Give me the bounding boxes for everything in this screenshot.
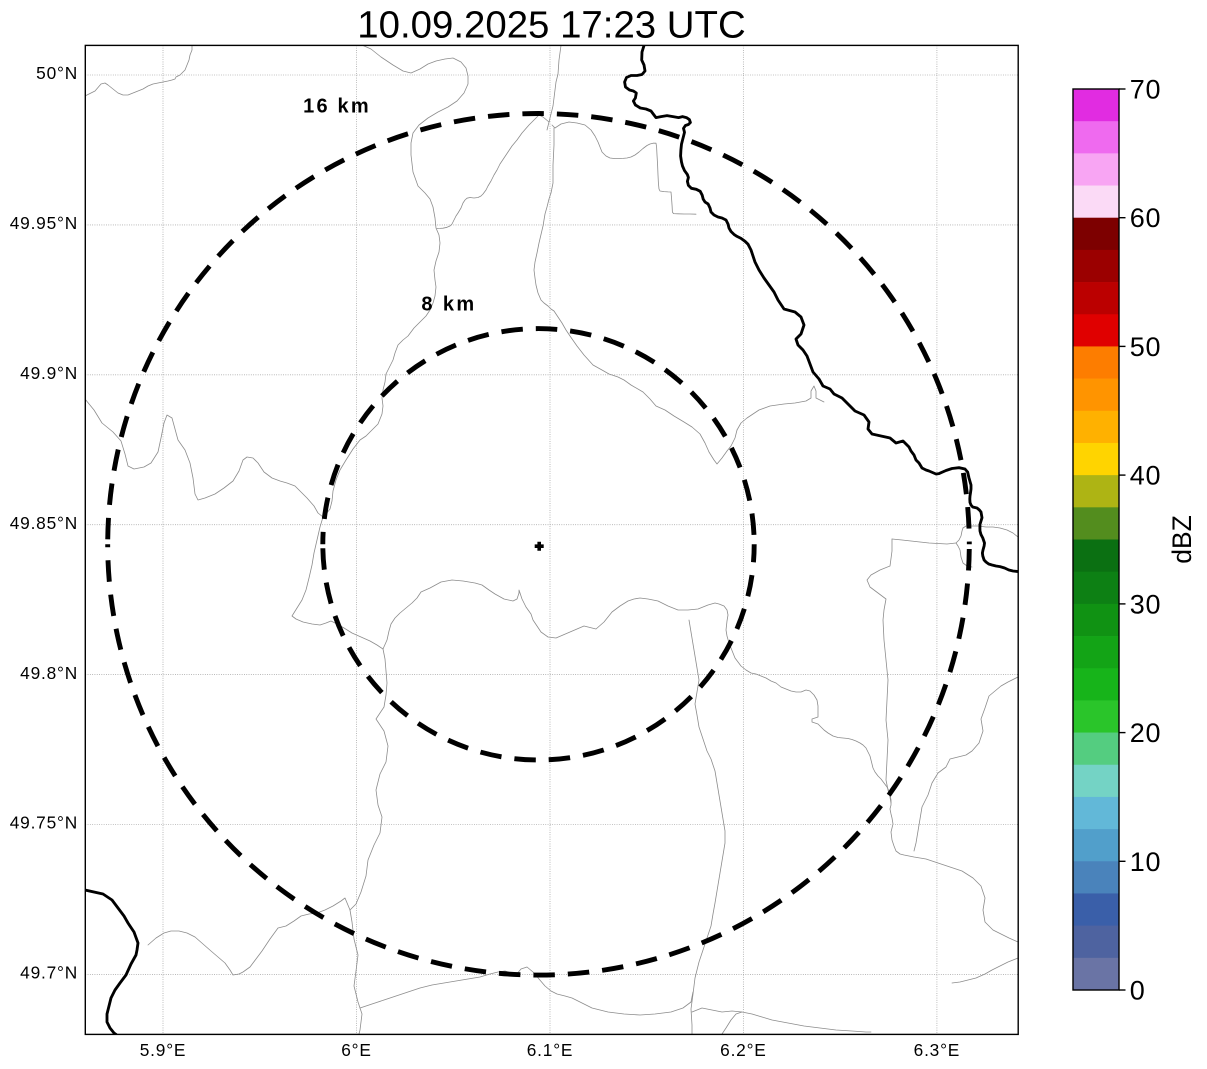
svg-text:5.9°E: 5.9°E <box>140 1040 186 1060</box>
svg-text:8 km: 8 km <box>421 294 476 316</box>
svg-text:49.75°N: 49.75°N <box>10 813 78 833</box>
svg-text:20: 20 <box>1130 718 1161 748</box>
svg-text:60: 60 <box>1130 203 1161 233</box>
svg-text:49.8°N: 49.8°N <box>20 663 78 683</box>
svg-text:40: 40 <box>1130 461 1161 491</box>
svg-text:49.95°N: 49.95°N <box>10 213 78 233</box>
svg-text:49.7°N: 49.7°N <box>20 963 78 983</box>
svg-text:10.09.2025 17:23 UTC: 10.09.2025 17:23 UTC <box>357 4 745 47</box>
svg-text:6.2°E: 6.2°E <box>720 1040 766 1060</box>
svg-text:30: 30 <box>1130 589 1161 619</box>
svg-text:50°N: 50°N <box>36 63 78 83</box>
svg-text:49.85°N: 49.85°N <box>10 513 78 533</box>
svg-text:0: 0 <box>1130 976 1146 1006</box>
svg-text:16 km: 16 km <box>303 96 371 118</box>
svg-text:49.9°N: 49.9°N <box>20 363 78 383</box>
svg-text:6.1°E: 6.1°E <box>527 1040 573 1060</box>
svg-text:10: 10 <box>1130 847 1161 877</box>
svg-text:6.3°E: 6.3°E <box>914 1040 960 1060</box>
svg-text:dBZ: dBZ <box>1167 515 1197 564</box>
svg-text:50: 50 <box>1130 332 1161 362</box>
svg-text:6°E: 6°E <box>341 1040 371 1060</box>
svg-text:70: 70 <box>1130 75 1161 105</box>
